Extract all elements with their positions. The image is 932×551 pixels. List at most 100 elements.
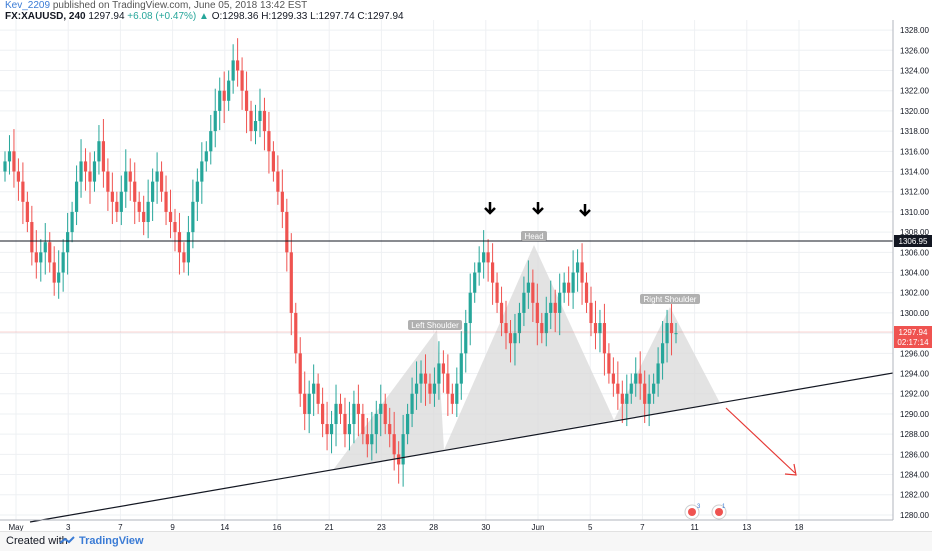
candle-body	[124, 171, 128, 192]
candle-body	[146, 201, 150, 223]
candle-body	[567, 282, 571, 293]
close-value: 1297.94	[367, 11, 404, 22]
candle-body	[325, 424, 329, 435]
price-axis[interactable]: 1280.00 1282.00 1284.00 1286.00 1288.00 1290.…	[900, 26, 929, 520]
created-with-text: Created with	[6, 535, 68, 547]
time-tick-label: 7	[640, 523, 645, 532]
footer-bar: Created with TradingView	[0, 531, 932, 551]
candle-body	[25, 201, 29, 223]
candle-body	[388, 424, 392, 435]
down-arrow-icon	[532, 202, 544, 215]
time-tick-label: 5	[588, 523, 593, 532]
price-tick-label: 1286.00	[900, 450, 929, 459]
candle-body	[482, 252, 486, 263]
time-tick-label: 21	[325, 523, 334, 532]
candle-body	[356, 403, 360, 414]
candle-body	[660, 343, 665, 364]
candle-body	[589, 302, 593, 324]
candle-body	[16, 171, 21, 182]
candle-body	[329, 424, 334, 435]
candle-body	[513, 333, 517, 344]
candle-body	[517, 312, 522, 334]
candle-body	[423, 373, 428, 384]
candle-body	[558, 292, 562, 313]
candle-body	[303, 393, 307, 414]
candle-body	[227, 80, 231, 101]
candle-body	[115, 201, 119, 212]
candle-body	[280, 191, 284, 212]
candle-body	[598, 323, 602, 334]
candle-body	[455, 383, 459, 404]
tradingview-logo-icon	[59, 536, 75, 544]
price-tick-label: 1300.00	[900, 309, 929, 318]
candle-body	[544, 312, 548, 334]
candle-body	[669, 323, 674, 334]
candle-body	[200, 161, 204, 182]
author-link[interactable]: Kev_2209	[5, 0, 51, 11]
candle-body	[298, 353, 302, 394]
candle-body	[647, 393, 651, 404]
candle-body	[92, 161, 97, 182]
pattern-label-right-shoulder: Right Shoulder	[640, 294, 700, 304]
time-tick-label: 13	[742, 523, 751, 532]
price-change: +6.08 (+0.47%)	[127, 11, 197, 22]
svg-text:1: 1	[722, 504, 726, 510]
candle-body	[593, 323, 598, 334]
head-triangle	[444, 245, 614, 450]
price-tick-label: 1310.00	[900, 208, 929, 217]
candle-body	[12, 151, 16, 172]
candle-body	[168, 211, 173, 223]
price-tick-label: 1294.00	[900, 370, 929, 379]
candle-body	[61, 252, 65, 273]
chart-header: Kev_2209 published on TradingView.com, J…	[0, 0, 932, 22]
candle-body	[410, 393, 414, 414]
candle-body	[473, 272, 477, 293]
candle-body	[142, 211, 146, 223]
time-tick-label: 14	[220, 523, 229, 532]
time-axis[interactable]: May 3 7 9 14 16 21 23 28 30 Jun 5 7 11 13 18	[8, 523, 804, 532]
candle-body	[312, 383, 316, 394]
candle-body	[620, 393, 624, 404]
candle-body	[34, 252, 38, 263]
down-arrow-icon	[579, 204, 591, 217]
time-tick-label: 7	[118, 523, 123, 532]
candle-body	[370, 434, 374, 445]
price-tick-label: 1320.00	[900, 107, 929, 116]
candlestick-series	[3, 38, 678, 487]
candle-body	[504, 323, 508, 334]
candle-body	[334, 403, 338, 425]
resistance-price-tag: 1306.95	[894, 235, 932, 247]
candle-body	[499, 302, 504, 324]
time-tick-label: 11	[690, 523, 699, 532]
chart-grid	[0, 20, 893, 520]
candle-body	[549, 302, 553, 313]
candle-body	[262, 110, 267, 132]
candle-body	[70, 211, 74, 233]
symbol-name[interactable]: FX:XAUUSD, 240	[5, 11, 86, 22]
svg-text:02:17:14: 02:17:14	[897, 338, 929, 347]
candle-body	[584, 282, 589, 303]
candle-body	[285, 211, 289, 253]
candle-body	[602, 323, 607, 354]
price-tick-label: 1308.00	[900, 228, 929, 237]
event-flag[interactable]: 1	[711, 504, 727, 520]
candle-body	[213, 110, 217, 132]
up-triangle-icon: ▲	[199, 11, 209, 22]
event-flag[interactable]: 3	[684, 504, 701, 520]
candle-body	[173, 222, 177, 233]
candle-body	[486, 252, 490, 263]
open-value: 1298.36	[222, 11, 259, 22]
candle-body	[240, 70, 244, 91]
candle-body	[151, 181, 155, 202]
candle-body	[52, 262, 56, 283]
candle-body	[66, 232, 70, 253]
time-tick-label: May	[8, 523, 23, 532]
candle-body	[477, 262, 481, 273]
price-tick-label: 1306.00	[900, 248, 929, 257]
candle-body	[432, 383, 437, 394]
candle-body	[231, 60, 235, 81]
pattern-label-head: Head	[521, 231, 547, 241]
candle-body	[267, 131, 271, 152]
tradingview-brand[interactable]: TradingView	[79, 535, 144, 547]
